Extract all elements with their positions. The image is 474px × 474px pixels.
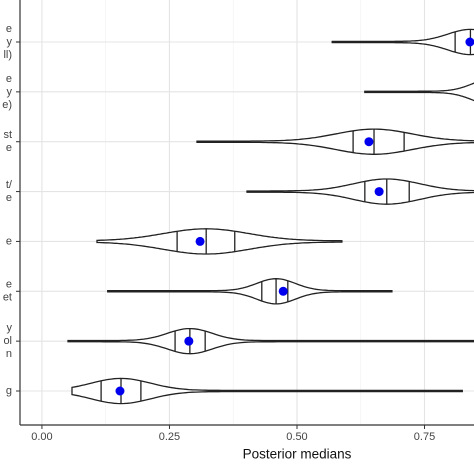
y-tick-label: e	[6, 235, 12, 247]
mean-point	[465, 37, 474, 47]
y-tick-label: e)	[2, 99, 12, 111]
violin	[96, 228, 343, 255]
y-tick-label: n	[6, 348, 12, 360]
violin	[246, 178, 474, 205]
mean-point	[374, 187, 384, 197]
y-tick-label: y	[7, 86, 13, 98]
y-tick-label: e	[6, 279, 12, 291]
plot-area	[67, 28, 474, 405]
violin	[67, 327, 474, 355]
violin	[107, 278, 393, 305]
y-tick-label: ll)	[3, 49, 12, 61]
mean-point	[364, 137, 374, 147]
y-tick-label: ol	[3, 335, 12, 347]
y-tick-label: e	[6, 23, 12, 35]
y-tick-label: g	[6, 385, 12, 397]
mean-point	[195, 236, 205, 246]
y-tick-label: y	[7, 322, 13, 334]
mean-point	[278, 286, 288, 296]
y-tick-label: e	[6, 73, 12, 85]
x-axis-title: Posterior medians	[243, 447, 352, 462]
violin	[364, 82, 474, 102]
y-tick-label: e	[6, 192, 12, 204]
y-tick-label: y	[7, 36, 13, 48]
x-tick-label: 0.75	[414, 431, 435, 443]
x-tick-label: 0.25	[159, 431, 180, 443]
panel	[20, 0, 474, 425]
y-tick-label: t/	[6, 179, 13, 191]
y-tick-label: e	[6, 142, 12, 154]
mean-point	[115, 386, 125, 396]
mean-point	[184, 336, 194, 346]
violin	[71, 377, 463, 405]
x-tick-label: 0.00	[31, 431, 52, 443]
y-tick-label: et	[3, 292, 12, 304]
violin	[331, 28, 474, 56]
y-tick-label: st	[3, 129, 12, 141]
x-tick-label: 0.50	[286, 431, 307, 443]
